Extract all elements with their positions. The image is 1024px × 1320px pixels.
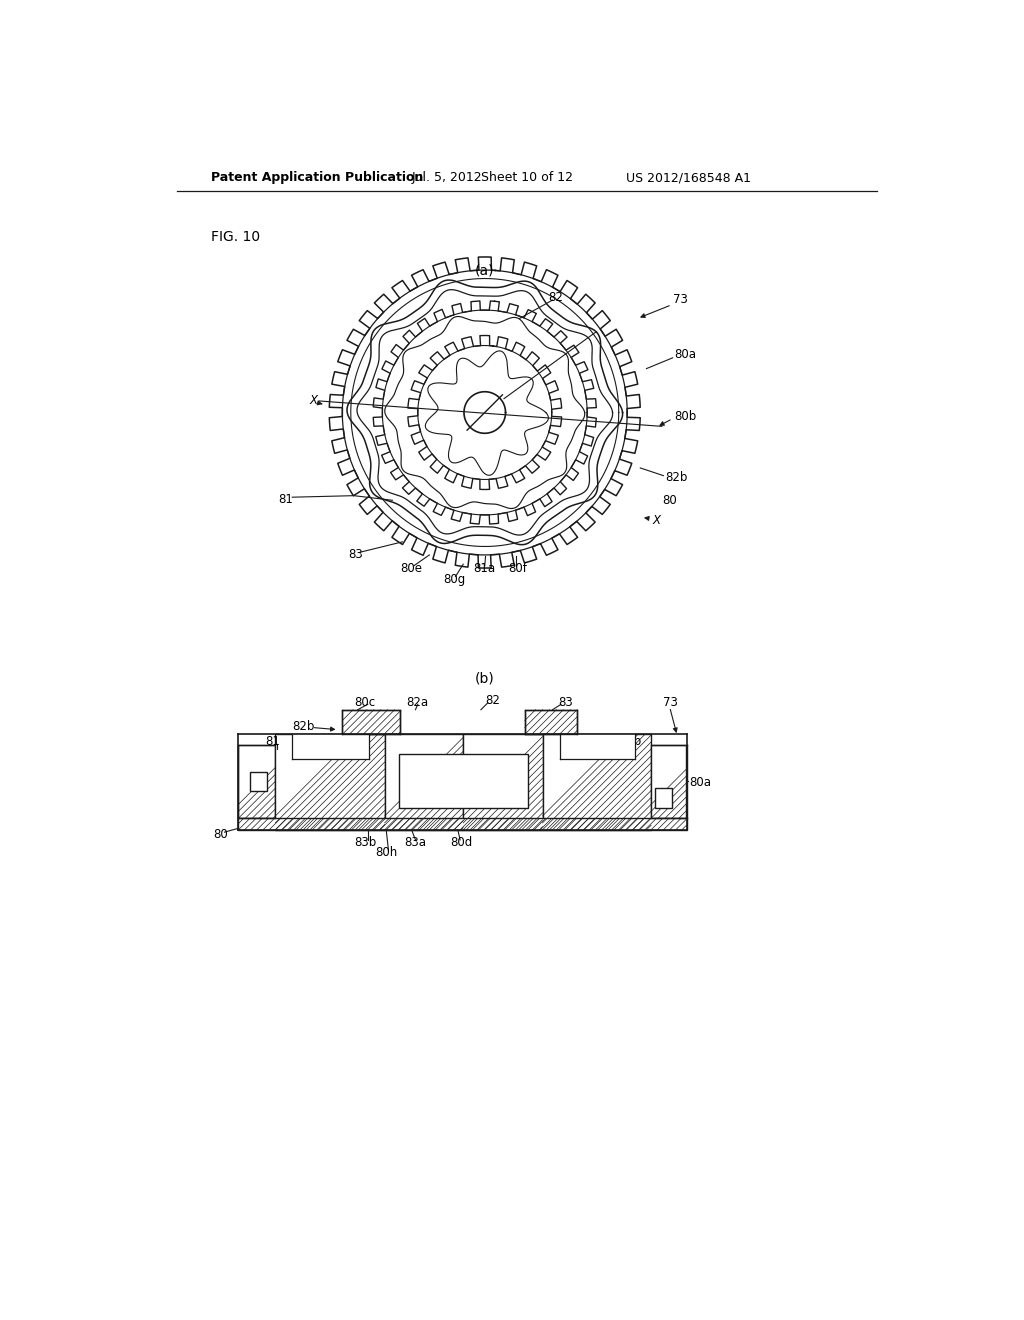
Bar	[385, 734, 463, 830]
Text: 80h: 80h	[376, 846, 397, 859]
Text: 82: 82	[548, 290, 563, 304]
Text: FIG. 10: FIG. 10	[211, 230, 260, 244]
Bar	[292, 734, 370, 759]
Bar	[463, 734, 543, 830]
Text: 73: 73	[674, 293, 688, 306]
Text: 82a: 82a	[407, 696, 428, 709]
Text: (b): (b)	[475, 671, 495, 685]
Bar	[239, 818, 686, 830]
Text: 80f: 80f	[509, 562, 527, 576]
Bar	[398, 755, 528, 808]
Text: 81: 81	[265, 735, 281, 748]
Text: 81a: 81a	[473, 562, 496, 576]
Text: 80c: 80c	[354, 696, 375, 709]
Text: 80: 80	[214, 828, 228, 841]
Text: 82b: 82b	[665, 471, 687, 484]
Text: X: X	[652, 513, 660, 527]
Bar	[655, 788, 672, 808]
Text: X: X	[310, 395, 318, 408]
Text: US 2012/168548 A1: US 2012/168548 A1	[626, 172, 751, 185]
Text: 80d: 80d	[451, 836, 472, 849]
Text: 82: 82	[484, 694, 500, 708]
Text: 73: 73	[664, 696, 678, 709]
Bar	[275, 734, 385, 830]
Bar	[560, 734, 635, 759]
Text: 80b: 80b	[620, 735, 642, 748]
Bar	[239, 744, 275, 818]
Text: 83a: 83a	[403, 836, 426, 849]
Bar	[342, 710, 400, 734]
Bar	[524, 710, 578, 734]
Text: 80: 80	[662, 494, 677, 507]
Text: 83: 83	[348, 548, 364, 561]
Bar	[543, 734, 651, 830]
Text: 83b: 83b	[354, 836, 376, 849]
Text: Sheet 10 of 12: Sheet 10 of 12	[481, 172, 572, 185]
Bar	[250, 772, 267, 792]
Text: Jul. 5, 2012: Jul. 5, 2012	[412, 172, 482, 185]
Text: 80a: 80a	[674, 348, 696, 362]
Text: 81: 81	[279, 492, 293, 506]
Text: 82b: 82b	[292, 721, 314, 733]
Text: Patent Application Publication: Patent Application Publication	[211, 172, 424, 185]
Bar	[651, 744, 686, 818]
Text: 80b: 80b	[674, 409, 696, 422]
Text: 80a: 80a	[689, 776, 712, 788]
Text: 80g: 80g	[443, 573, 466, 586]
Text: 83: 83	[558, 696, 572, 709]
Text: (a): (a)	[475, 263, 495, 277]
Text: 80e: 80e	[400, 562, 422, 576]
